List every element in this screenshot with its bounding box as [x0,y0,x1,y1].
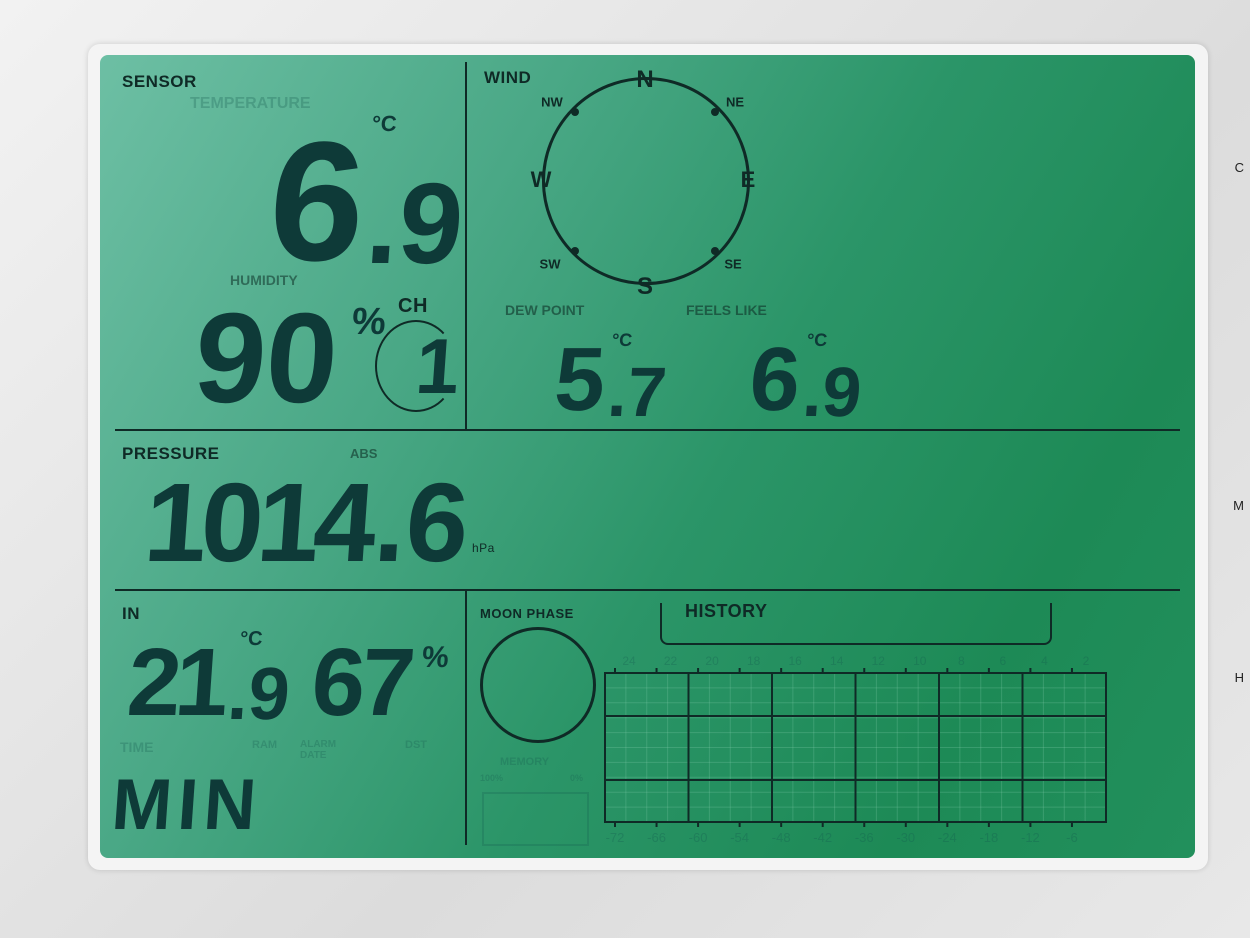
dew-point-label: DEW POINT [505,302,585,318]
memory-bar [482,792,589,846]
bottom-tick-label: -12 [1021,830,1040,845]
moon-phase-label: MOON PHASE [480,606,574,621]
compass-nw: NW [541,94,563,110]
compass-dot [571,247,579,255]
humidity-label: HUMIDITY [230,272,298,288]
top-tick-label: 14 [830,655,844,668]
compass-dot [571,108,579,116]
bottom-tick-label: -60 [689,830,708,845]
indoor-humidity: 67 [308,629,415,736]
top-tick-label: 18 [747,655,761,668]
top-tick-label: 8 [958,655,965,668]
bottom-tick-label: -18 [979,830,998,845]
lcd-display: SENSOR TEMPERATURE 6 °C .9 HUMIDITY 90 %… [100,55,1195,858]
bottom-tick-label: -6 [1066,830,1078,845]
divider [465,62,467,430]
channel-value: 1 [412,322,463,410]
wind-label: WIND [484,68,532,87]
compass-sw: SW [539,256,561,272]
top-tick-label: 20 [705,655,719,668]
history-label[interactable]: HISTORY [685,601,768,621]
temperature-decimal: .9 [362,160,468,288]
bottom-tick-label: -30 [896,830,915,845]
divider [465,590,467,845]
bottom-tick-label: -54 [730,830,749,845]
compass-se: SE [724,256,742,272]
indoor-label: IN [122,604,140,623]
top-tick-label: 6 [1000,655,1007,668]
feels-like-label: FEELS LIKE [686,302,767,318]
ghost-label: RAM [252,739,278,751]
compass-ring-icon [542,77,750,285]
humidity-unit: % [350,301,388,343]
top-tick-label: 16 [788,655,802,668]
dew-point-decimal: .7 [605,353,670,431]
bottom-tick-label: -48 [772,830,791,845]
edge-letter: H [1234,670,1244,685]
compass-w: W [530,167,552,192]
divider [115,589,1180,591]
pressure-integer: 1014 [140,460,375,585]
compass-n: N [636,66,654,93]
bottom-tick-label: -24 [938,830,957,845]
sensor-label: SENSOR [122,72,197,91]
bottom-tick-label: -66 [647,830,666,845]
temperature-integer: 6 [263,107,372,297]
compass-s: S [636,273,654,300]
ghost-label: ALARM DATE [300,739,337,761]
feels-like-unit: °C [806,330,828,350]
memory-empty-label: 0% [570,773,584,783]
moon-icon [480,627,596,743]
compass-e: E [740,167,756,192]
temperature-label: TEMPERATURE [190,95,311,112]
indoor-humidity-unit: % [420,641,450,674]
edge-letter: M [1233,498,1244,513]
indoor-temp-integer: 21 [124,629,227,736]
temperature-unit: °C [371,111,398,136]
top-tick-label: 24 [622,655,636,668]
memory-label: MEMORY [500,756,550,768]
bottom-tick-label: -42 [813,830,832,845]
pressure-unit: hPa [472,541,495,555]
top-tick-label: 22 [664,655,678,668]
top-tick-label: 4 [1041,655,1048,668]
top-tick-label: 10 [913,655,927,668]
compass-ne: NE [725,94,745,110]
memory-full-label: 100% [480,773,504,783]
divider [115,429,1180,431]
ghost-label: TIME [120,739,154,755]
feels-like-decimal: .9 [800,353,865,431]
history-chart: 24 22 20 18 16 14 12 10 8 6 4 2 -72 -66 -60 -54 -48 -42 -3… [604,655,1107,845]
pressure-decimal: .6 [370,460,473,585]
compass-dot [711,108,719,116]
bottom-tick-label: -36 [855,830,874,845]
humidity-value: 90 [190,287,343,430]
pressure-mode: ABS [350,446,378,461]
dew-point-integer: 5 [551,330,609,430]
top-tick-label: 12 [872,655,886,668]
mode-text: MIN [109,765,265,845]
history-frame [660,603,1052,645]
indoor-temp-unit: °C [239,628,264,650]
bottom-tick-label: -72 [606,830,625,845]
channel-label: CH [398,295,428,317]
edge-letter: C [1234,160,1244,175]
top-tick-label: 2 [1083,655,1090,668]
pressure-label: PRESSURE [122,444,220,463]
indoor-temp-decimal: .9 [225,652,293,735]
dew-point-unit: °C [611,330,633,350]
ghost-label: DST [405,739,427,751]
compass-dot [711,247,719,255]
feels-like-integer: 6 [746,330,804,430]
channel-ring-icon [375,320,457,412]
